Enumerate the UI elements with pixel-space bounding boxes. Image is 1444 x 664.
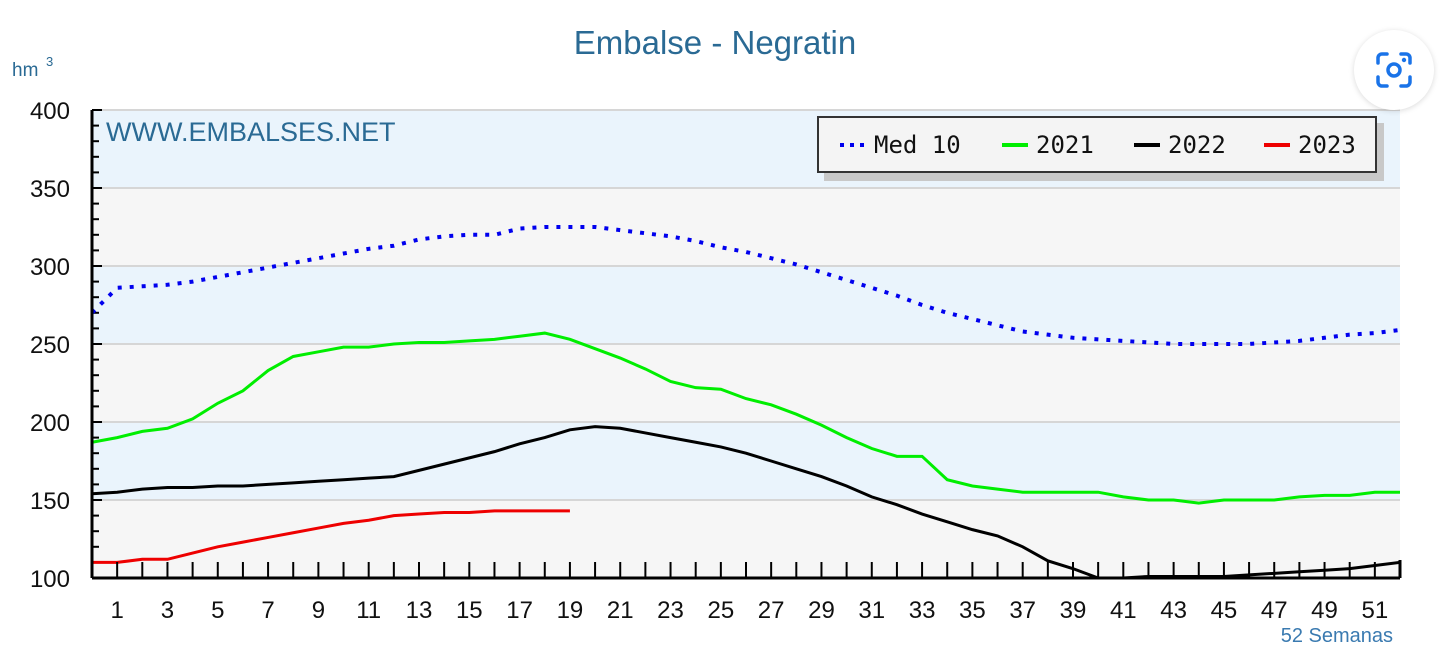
series-line-2023 [92, 509, 570, 564]
chart-title: Embalse - Negratin [574, 24, 856, 61]
x-tick-label: 31 [858, 597, 885, 624]
x-tick-label: 21 [607, 597, 634, 624]
y-axis-unit-superscript: 3 [46, 54, 53, 69]
x-tick-label: 23 [657, 597, 684, 624]
x-tick-label: 47 [1261, 597, 1288, 624]
y-tick-label: 250 [30, 332, 70, 359]
series-line-med-10 [90, 225, 1401, 346]
x-tick-label: 19 [557, 597, 584, 624]
x-tick-label: 51 [1361, 597, 1388, 624]
x-axis-label: 52 Semanas [1281, 625, 1393, 647]
camera-lens-icon [1376, 52, 1412, 88]
x-tick-label: 39 [1060, 597, 1087, 624]
x-tick-label: 1 [110, 597, 123, 624]
x-tick-label: 29 [808, 597, 835, 624]
x-tick-label: 11 [356, 597, 381, 624]
legend-label: 2022 [1168, 131, 1226, 159]
legend-label: 2023 [1298, 131, 1356, 159]
plot-band [92, 422, 1400, 500]
legend-label: 2021 [1036, 131, 1094, 159]
y-tick-label: 100 [30, 566, 70, 593]
series-line-2022 [91, 425, 1401, 580]
y-tick-label: 400 [30, 98, 70, 125]
y-tick-label: 300 [30, 254, 70, 281]
x-tick-label: 35 [959, 597, 986, 624]
series-line-2021 [91, 331, 1400, 505]
x-tick-label: 13 [406, 597, 433, 624]
x-tick-label: 41 [1110, 597, 1137, 624]
legend-label: Med 10 [874, 131, 961, 159]
x-tick-label: 5 [211, 597, 224, 624]
x-tick-label: 45 [1211, 597, 1238, 624]
x-tick-label: 17 [506, 597, 533, 624]
x-tick-label: 15 [456, 597, 483, 624]
visual-search-button[interactable] [1354, 30, 1434, 110]
x-tick-label: 49 [1311, 597, 1338, 624]
plot-band [92, 344, 1400, 422]
plot-band [92, 266, 1400, 344]
y-tick-label: 200 [30, 410, 70, 437]
x-tick-label: 27 [758, 597, 785, 624]
y-tick-label: 150 [30, 488, 70, 515]
plot-band [92, 188, 1400, 266]
y-axis-unit: hm [12, 60, 38, 81]
x-tick-label: 9 [312, 597, 325, 624]
x-tick-label: 43 [1160, 597, 1187, 624]
x-tick-label: 3 [161, 597, 174, 624]
y-tick-label: 350 [30, 176, 70, 203]
watermark: WWW.EMBALSES.NET [106, 117, 396, 147]
x-tick-label: 25 [707, 597, 734, 624]
x-tick-label: 37 [1009, 597, 1036, 624]
x-tick-label: 33 [909, 597, 936, 624]
x-tick-label: 7 [261, 597, 274, 624]
